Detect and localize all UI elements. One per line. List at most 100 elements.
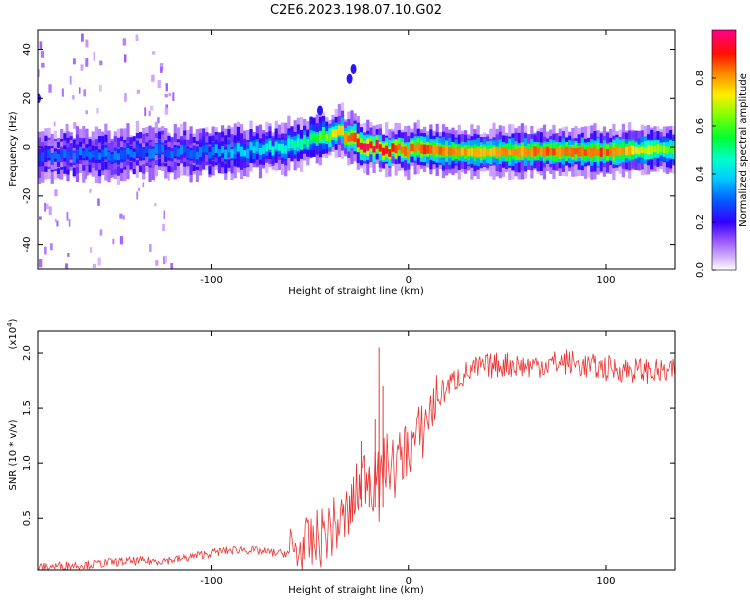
spectrogram-speckle — [39, 41, 43, 50]
spectrogram-cell — [536, 147, 540, 155]
spectrogram-cell — [138, 147, 143, 157]
spectrogram-cell — [391, 143, 395, 152]
spectrogram-cell — [227, 144, 231, 153]
spectrogram-cell — [91, 150, 95, 158]
spectrogram-speckle — [64, 263, 69, 269]
spectrogram-cell — [564, 146, 569, 157]
spectrogram-speckle — [144, 107, 147, 117]
spectrogram-speckle — [124, 93, 127, 102]
spectrogram-cell — [258, 148, 263, 155]
y-tick-label: 1.5 — [22, 400, 33, 416]
spectrogram-speckle — [46, 203, 49, 210]
snr-y-axis-label: SNR (10 * v/v) — [8, 419, 19, 490]
spectrogram-cell — [274, 141, 278, 150]
spectrogram-speckle — [65, 123, 69, 132]
spectrogram-frame — [37, 29, 676, 270]
spectrogram-cell — [669, 146, 673, 153]
spectrogram-x-ticks: -100 0 100 — [200, 30, 616, 286]
spectrogram-speckle — [83, 89, 87, 97]
spectrogram-speckle — [54, 189, 58, 197]
spectrogram-cell — [198, 146, 203, 157]
spectrogram-cell — [381, 147, 386, 156]
spectrogram-speckle — [149, 243, 152, 252]
spectrogram-cell — [505, 147, 509, 157]
spectrogram-speckle — [122, 215, 125, 220]
spectrogram-cell — [460, 147, 465, 156]
spectrogram-cell — [129, 149, 133, 158]
spectrogram-cell — [624, 146, 629, 156]
spectrogram-speckle — [162, 224, 165, 232]
spectrogram-cell — [583, 149, 588, 156]
spectrogram-cell — [631, 145, 635, 155]
spectrogram-y-ticks: -40 -20 0 20 40 — [22, 43, 675, 253]
spectrogram-cell — [476, 147, 480, 158]
spectrogram-speckle — [93, 51, 96, 61]
spectrogram-speckle — [122, 38, 127, 46]
spectrogram-speckle — [105, 268, 109, 269]
spectrogram-cell — [72, 152, 76, 163]
spectrogram-cell — [426, 144, 430, 154]
spectrogram-cell — [157, 144, 162, 154]
spectrogram-cell — [334, 129, 338, 138]
spectrogram-cell — [126, 148, 130, 155]
spectrogram-speckle — [165, 83, 168, 92]
spectrogram-cell — [69, 147, 73, 156]
spectrogram-cell — [38, 154, 42, 162]
spectrogram-cell — [356, 138, 360, 148]
spectrogram-cell — [479, 148, 483, 157]
spectrogram-speckle — [163, 210, 166, 219]
snr-panel: -100 0 100 0.5 1.0 1.5 2.0 Height of straight… — [6, 318, 676, 596]
spectrogram-cell — [501, 147, 506, 157]
spectrogram-cell — [328, 134, 332, 142]
spectrogram-cell — [416, 142, 420, 151]
spectrogram-cell — [132, 151, 136, 159]
spectrogram-cell — [388, 149, 392, 157]
spectrogram-cell — [116, 153, 121, 161]
spectrogram-cell — [315, 134, 319, 144]
spectrogram-cell — [394, 145, 398, 154]
spectrogram-cell — [271, 146, 275, 156]
spectrogram-speckle — [155, 260, 159, 266]
x-tick-label: 100 — [596, 275, 615, 286]
spectrogram-cell — [41, 152, 45, 162]
spectrogram-cell — [66, 152, 70, 161]
x-tick-label: -100 — [200, 576, 223, 587]
spectrogram-cell — [104, 147, 108, 157]
spectrogram-cell — [246, 148, 250, 159]
spectrogram-cell — [53, 151, 57, 159]
spectrogram-speckle — [170, 262, 174, 269]
spectrogram-cell — [590, 147, 594, 158]
spectrogram-cell — [366, 143, 370, 151]
spectrogram-cell — [520, 146, 524, 157]
spectrogram-cell — [135, 145, 140, 154]
spectrogram-speckle — [85, 110, 89, 115]
spectrogram-cell — [369, 141, 373, 149]
spectrogram-speckle — [151, 74, 155, 82]
spectrogram-cell — [451, 148, 455, 155]
spectrogram-speckle — [80, 64, 84, 71]
spectrogram-cell — [615, 146, 619, 156]
colorbar-frame — [711, 29, 737, 271]
spectrogram-speckle — [53, 121, 56, 127]
spectrogram-cell — [656, 144, 660, 154]
spectrogram-cell — [463, 148, 468, 156]
spectrogram-cell — [161, 144, 165, 153]
spectrogram-speckle — [164, 107, 169, 115]
spectrogram-cell — [523, 147, 528, 157]
spectrogram-cell — [514, 148, 518, 156]
snr-x-ticks: -100 0 100 — [200, 331, 616, 587]
spectrogram-cell — [473, 148, 477, 157]
snr-series-line — [38, 349, 675, 570]
spectrogram-cell — [558, 147, 562, 158]
spectrogram-speckle — [160, 67, 163, 73]
spectrogram-cell — [375, 139, 379, 149]
spectrogram-speckle — [38, 216, 42, 220]
spectrogram-panel: -100 0 100 -40 -20 0 20 40 Height of straight … — [8, 29, 676, 297]
spectrogram-speckle — [89, 247, 93, 253]
spectrogram-cell — [372, 146, 376, 153]
spectrogram-speckle — [73, 122, 77, 129]
spectrogram-speckle — [164, 255, 167, 263]
spectrogram-cell — [268, 140, 272, 150]
spectrogram-cell — [321, 130, 326, 140]
spectrogram-cell — [470, 148, 474, 156]
